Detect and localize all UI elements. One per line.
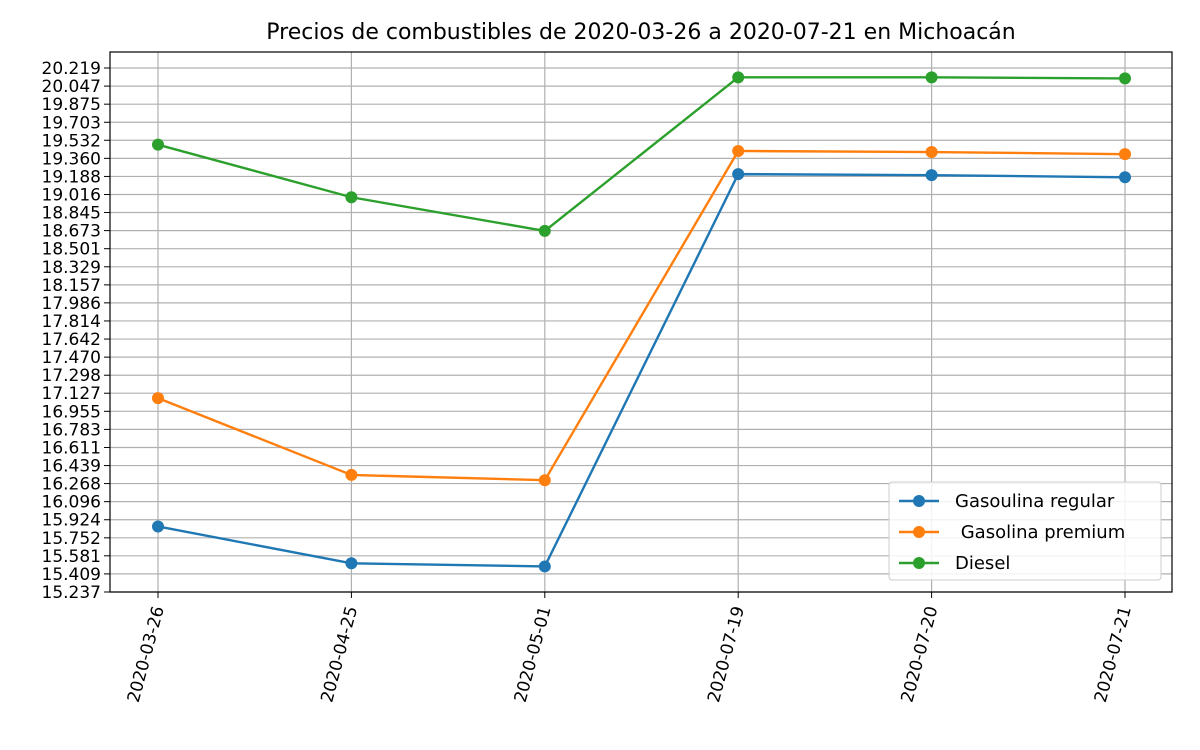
x-tick-label: 2020-07-20 — [898, 604, 943, 705]
y-tick-label: 16.611 — [42, 438, 101, 458]
data-point — [925, 169, 938, 182]
plot-frame — [109, 51, 1173, 593]
y-axis: 15.23715.40915.58115.75215.92416.09616.2… — [42, 59, 110, 603]
y-tick-label: 16.096 — [42, 493, 101, 513]
legend-entry: Gasoulina regular — [899, 491, 1115, 512]
series-layer — [152, 71, 1131, 573]
y-tick-label: 18.845 — [42, 204, 101, 224]
y-tick-label: 15.581 — [42, 547, 101, 567]
y-tick-label: 19.360 — [42, 149, 101, 169]
series-3 — [152, 71, 1131, 237]
y-tick-label: 15.409 — [42, 565, 101, 585]
y-tick-label: 19.016 — [42, 186, 101, 206]
series-line — [157, 76, 1126, 233]
y-tick-label: 16.955 — [42, 402, 101, 422]
data-point — [152, 138, 164, 151]
legend: Gasoulina regular Gasolina premium Diesel — [888, 481, 1162, 581]
x-axis: 2020-03-26 2020-04-25 2020-05-01 2020-07-19… — [124, 592, 1136, 705]
data-point — [732, 144, 745, 157]
series-line — [157, 149, 1126, 482]
y-tick-label: 19.875 — [42, 95, 101, 115]
data-point — [538, 224, 551, 237]
x-tick-label: 2020-03-26 — [124, 604, 169, 705]
y-tick-label: 15.924 — [42, 511, 101, 531]
y-tick-label: 15.237 — [42, 583, 101, 603]
y-tick-label: 15.752 — [42, 529, 101, 549]
x-tick-label: 2020-05-01 — [511, 604, 556, 705]
y-tick-label: 17.470 — [42, 348, 101, 368]
legend-box — [888, 481, 1162, 581]
grid — [110, 52, 1172, 593]
legend-marker — [913, 557, 925, 569]
legend-marker — [913, 495, 925, 507]
y-tick-label: 19.532 — [42, 131, 101, 151]
y-tick-label: 20.219 — [42, 59, 101, 79]
data-point — [538, 560, 551, 573]
series-line — [157, 172, 1126, 568]
y-tick-label: 17.298 — [42, 366, 101, 386]
y-tick-label: 16.439 — [42, 457, 101, 477]
legend-marker — [913, 526, 925, 538]
data-point — [152, 392, 164, 405]
y-tick-label: 18.329 — [42, 258, 101, 278]
series-2 — [152, 144, 1131, 487]
data-point — [1119, 148, 1131, 161]
data-point — [152, 520, 164, 533]
x-tick-label: 2020-04-25 — [317, 604, 362, 705]
legend-entry: Diesel — [899, 553, 1010, 574]
data-point — [345, 191, 358, 204]
data-point — [345, 557, 358, 570]
data-point — [925, 71, 938, 84]
data-point — [925, 146, 938, 159]
x-tick-label: 2020-07-21 — [1091, 604, 1136, 705]
data-point — [1119, 72, 1131, 85]
y-tick-label: 17.814 — [42, 312, 101, 332]
y-tick-label: 16.268 — [42, 475, 101, 495]
data-point — [1119, 171, 1131, 184]
y-tick-label: 18.673 — [42, 222, 101, 242]
data-point — [345, 468, 358, 481]
y-tick-label: 18.157 — [42, 276, 101, 296]
y-tick-label: 16.783 — [42, 420, 101, 440]
legend-label: Gasoulina regular — [955, 491, 1115, 512]
legend-label: Gasolina premium — [955, 522, 1125, 543]
y-tick-label: 17.642 — [42, 330, 101, 350]
y-tick-label: 17.127 — [42, 384, 101, 404]
x-tick-label: 2020-07-19 — [704, 604, 749, 705]
data-point — [732, 71, 745, 84]
y-tick-label: 19.188 — [42, 167, 101, 187]
data-point — [538, 474, 551, 487]
y-tick-label: 18.501 — [42, 240, 101, 260]
y-tick-label: 19.703 — [42, 113, 101, 133]
legend-entry: Gasolina premium — [899, 522, 1125, 543]
y-tick-label: 17.986 — [42, 294, 101, 314]
series-1 — [152, 168, 1131, 573]
chart-title: Precios de combustibles de 2020-03-26 a … — [266, 20, 1015, 45]
legend-label: Diesel — [955, 553, 1010, 574]
data-point — [732, 168, 745, 181]
y-tick-label: 20.047 — [42, 77, 101, 97]
